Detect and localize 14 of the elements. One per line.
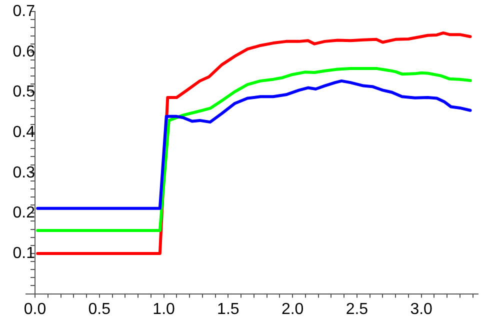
y-tick-label: 0.5 (12, 84, 36, 101)
y-tick-label: 0.3 (12, 164, 36, 182)
y-tick-label: 0.2 (12, 204, 36, 222)
y-tick-label: 0.6 (12, 43, 36, 60)
x-tick-label: 1.0 (152, 300, 176, 318)
x-tick-label: 0.5 (88, 300, 111, 318)
x-tick-label: 1.5 (217, 300, 240, 318)
y-tick-label: 0.1 (12, 244, 36, 262)
y-tick-label: 0.4 (12, 124, 36, 141)
x-tick-label: 3.0 (410, 300, 433, 318)
x-tick-label: 2.5 (346, 300, 368, 318)
x-tick-label: 2.0 (281, 300, 304, 318)
y-tick-label: 0.7 (12, 3, 36, 20)
x-tick-label: 0.0 (24, 300, 46, 318)
